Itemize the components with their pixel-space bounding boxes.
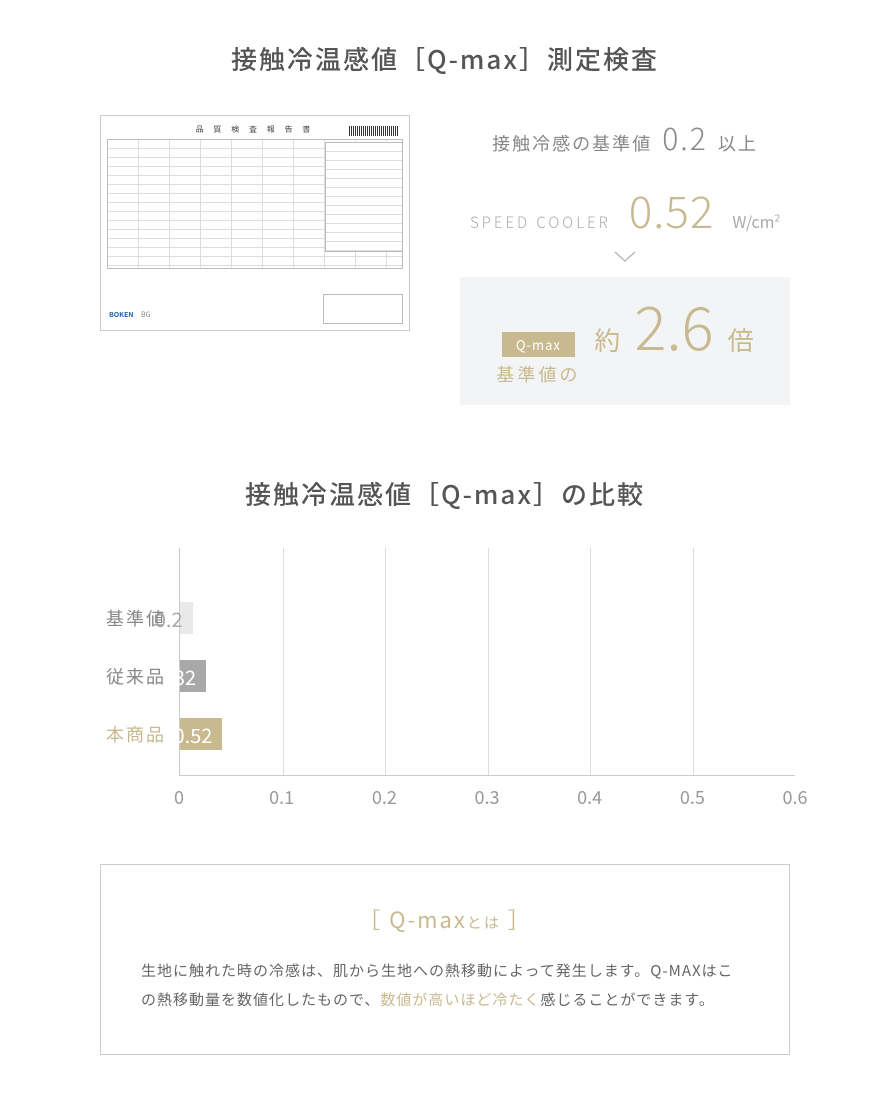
baseline-prefix: 接触冷感の基準値 <box>492 130 652 156</box>
chart-x-axis: 00.10.20.30.40.50.6 <box>179 784 795 814</box>
qmax-explanation-box: ［ Q-maxとは ］ 生地に触れた時の冷感は、肌から生地への熱移動によって発生… <box>100 864 790 1055</box>
multiplier-value: 2.6 <box>634 295 713 355</box>
chart-gridline <box>693 548 694 775</box>
measurement-summary: 接触冷感の基準値 0.2 以上 SPEED COOLER 0.52 W/cm2 … <box>460 115 790 405</box>
result-badge: Q-max 基準値の 約 2.6 倍 <box>460 277 790 405</box>
measurement-section: 品 質 検 査 報 告 書 BOKEN BG 接触冷感の基準値 0.2 以上 S… <box>0 115 890 405</box>
report-document-image: 品 質 検 査 報 告 書 BOKEN BG <box>100 115 410 331</box>
result-left-text: 基準値の <box>496 361 580 387</box>
qmax-pill: Q-max <box>502 332 575 357</box>
chart-bar: 0.2 <box>180 602 193 634</box>
baseline-value: 0.2 <box>662 115 708 159</box>
chart-gridline <box>590 548 591 775</box>
chart-title: 接触冷温感値［Q-max］の比較 <box>0 475 890 512</box>
doc-logo2: BG <box>141 310 150 320</box>
measured-line: SPEED COOLER 0.52 W/cm2 <box>460 177 790 241</box>
explanation-body: 生地に触れた時の冷感は、肌から生地への熱移動によって発生します。Q-MAXはこの… <box>141 957 749 1014</box>
measured-value: 0.52 <box>629 177 715 241</box>
barcode-icon <box>349 126 399 136</box>
chart-bar-row: 従来品0.32 <box>180 660 229 692</box>
chart-bar-row: 本商品0.52 <box>180 718 229 750</box>
chart-x-tick: 0.6 <box>783 784 808 810</box>
result-left: Q-max 基準値の <box>496 331 580 387</box>
section1-title: 接触冷温感値［Q-max］測定検査 <box>0 40 890 77</box>
chart-gridline <box>488 548 489 775</box>
chart-x-tick: 0.2 <box>372 784 397 810</box>
chart-plot-area: 基準値0.2 従来品0.32 本商品0.52 <box>179 548 795 776</box>
chart-bar: 0.52 <box>180 718 222 750</box>
chart-x-tick: 0.4 <box>577 784 602 810</box>
baseline-line: 接触冷感の基準値 0.2 以上 <box>460 115 790 159</box>
chart-x-tick: 0.3 <box>475 784 500 810</box>
bai-label: 倍 <box>728 321 754 358</box>
chart-bar-row: 基準値0.2 <box>180 602 218 634</box>
chevron-down-icon <box>460 251 790 263</box>
chart-bar-label: 基準値 <box>100 605 180 631</box>
doc-footer-box <box>323 294 403 324</box>
chart-bar-label: 本商品 <box>100 721 180 747</box>
explanation-accent: 数値が高いほど冷たく <box>380 989 540 1010</box>
measured-label: SPEED COOLER <box>470 212 611 233</box>
qmax-bar-chart: 基準値0.2従来品0.32本商品0.52 00.10.20.30.40.50.6 <box>95 548 795 814</box>
doc-side-panel <box>325 142 403 252</box>
measured-unit: W/cm2 <box>732 209 780 233</box>
chart-gridline <box>283 548 284 775</box>
chart-bar-label: 従来品 <box>100 663 180 689</box>
chart-x-tick: 0.1 <box>269 784 294 810</box>
chart-x-tick: 0.5 <box>680 784 705 810</box>
baseline-suffix: 以上 <box>718 130 758 156</box>
approx-label: 約 <box>594 321 620 358</box>
chart-bar: 0.32 <box>180 660 206 692</box>
explanation-title: ［ Q-maxとは ］ <box>141 903 749 935</box>
doc-logo: BOKEN <box>109 310 134 320</box>
chart-gridline <box>385 548 386 775</box>
chart-x-tick: 0 <box>174 784 184 810</box>
